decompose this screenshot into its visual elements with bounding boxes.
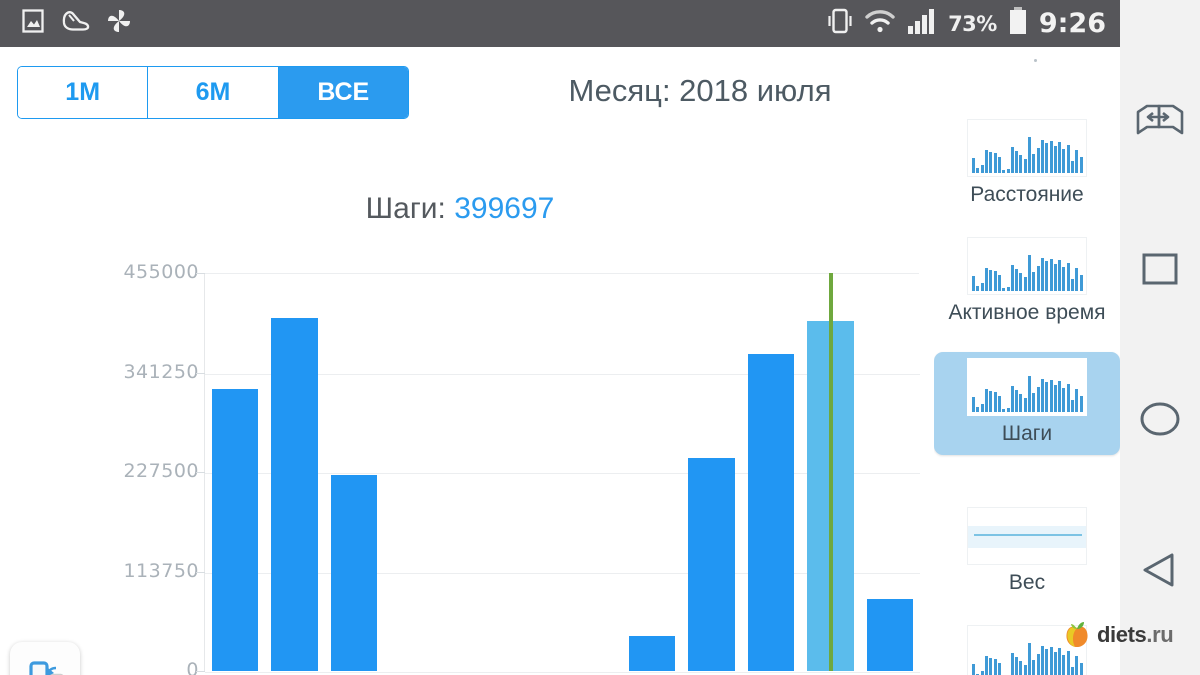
steps-summary: Шаги: 399697 xyxy=(180,192,740,226)
status-bar-filler xyxy=(1120,0,1200,47)
app-content: 1M 6M ВСЕ Месяц: 2018 июля Шаги: 399697 … xyxy=(0,47,1120,675)
rail-item-steps[interactable]: Шаги xyxy=(934,352,1120,455)
watermark-suffix: .ru xyxy=(1146,622,1174,647)
wifi-icon xyxy=(864,8,896,39)
rotate-screen-icon xyxy=(29,661,64,675)
rail-item-distance[interactable]: Расстояние xyxy=(934,119,1120,208)
steps-value: 399697 xyxy=(454,192,555,225)
range-option-1m[interactable]: 1M xyxy=(18,67,149,118)
chart-x-tick-label: МАЯ xyxy=(669,673,755,675)
chart-gridline xyxy=(205,473,920,474)
chart-x-tick-label: ФЕВР xyxy=(490,673,576,675)
chart-y-tick-label: 113750 xyxy=(123,559,199,582)
chart-y-tick-mark xyxy=(196,273,205,274)
chart-bar[interactable] xyxy=(747,354,795,671)
range-option-6m[interactable]: 6M xyxy=(148,67,279,118)
chart-x-tick-label: МАРТА xyxy=(549,673,635,675)
chart-bar[interactable] xyxy=(211,389,259,671)
square-icon xyxy=(1142,253,1178,285)
chart-bar[interactable] xyxy=(866,599,914,671)
line-sparkline-icon xyxy=(967,507,1087,565)
rail-item-label: Вес xyxy=(1008,571,1046,594)
chart-gridline xyxy=(205,672,920,673)
chart-bar[interactable] xyxy=(628,636,676,671)
home-button[interactable] xyxy=(1120,345,1200,495)
battery-icon xyxy=(1008,6,1028,41)
rail-item-label: Расстояние xyxy=(970,183,1084,206)
chart-bars xyxy=(205,273,919,671)
chart-x-tick-label: АПР. xyxy=(609,673,695,675)
chart-y-tick-mark xyxy=(196,571,205,573)
range-option-all[interactable]: ВСЕ xyxy=(278,67,408,118)
chart-x-axis: СЕНТ.ОКТ.НОЯБ.ДЕК.ЯНВ.ФЕВРМАРТААПР.МАЯИЮ… xyxy=(205,673,919,675)
battery-percent-label: 73% xyxy=(948,11,997,36)
bar-sparkline-icon xyxy=(967,237,1087,295)
chart-x-tick-label: ЯНВ. xyxy=(430,673,516,675)
watermark: diets.ru xyxy=(1062,620,1174,650)
chart-x-tick-label: ДЕК. xyxy=(371,673,457,675)
screen-switch-icon xyxy=(1136,104,1184,135)
range-selector: 1M 6M ВСЕ xyxy=(17,66,409,119)
signal-bars-icon xyxy=(907,7,937,40)
watermark-name: diets xyxy=(1097,622,1147,647)
status-bar-right-icons: 73% 9:26 xyxy=(827,6,1120,41)
shoe-icon xyxy=(62,8,90,39)
metric-rail: Расстояние Активное время Шаги Вес xyxy=(934,47,1120,675)
chart-y-tick-label: 455000 xyxy=(123,261,199,283)
clock-label: 9:26 xyxy=(1038,8,1106,39)
chart-y-tick-label: 227500 xyxy=(123,460,199,482)
steps-bar-chart[interactable]: СЕНТ.ОКТ.НОЯБ.ДЕК.ЯНВ.ФЕВРМАРТААПР.МАЯИЮ… xyxy=(118,257,928,675)
month-title: Месяц: 2018 июля xyxy=(568,73,832,108)
chart-x-tick-label: АВГ. xyxy=(847,673,933,675)
back-button[interactable] xyxy=(1120,495,1200,645)
rail-item-label: Шаги xyxy=(1001,422,1053,445)
circle-icon xyxy=(1140,402,1180,436)
chart-x-tick-label: ИЮНЯ xyxy=(728,673,814,675)
system-navigation-bar xyxy=(1120,47,1200,675)
chart-x-tick-label: НОЯБ. xyxy=(311,673,397,675)
chart-bar[interactable] xyxy=(688,458,735,671)
chart-selection-marker[interactable] xyxy=(828,273,833,671)
rail-item-label: Активное время xyxy=(948,301,1106,324)
rotate-screen-button[interactable] xyxy=(10,642,80,675)
chart-x-tick-label: ОКТ. xyxy=(251,673,337,675)
chart-bar[interactable] xyxy=(271,317,318,671)
rail-scroll-dot xyxy=(1034,59,1037,62)
bar-sparkline-icon xyxy=(967,119,1087,177)
rail-selection-pointer xyxy=(1118,386,1120,421)
pinwheel-icon xyxy=(106,8,132,39)
chart-x-tick-label: ИЮЛЯ xyxy=(788,673,874,675)
status-bar-left-icons xyxy=(0,8,132,39)
chart-gridline xyxy=(205,373,920,375)
chart-y-tick-label: 341250 xyxy=(123,360,199,383)
gallery-icon xyxy=(20,8,46,39)
watermark-text: diets.ru xyxy=(1097,622,1174,648)
rail-item-active-time[interactable]: Активное время xyxy=(934,237,1120,326)
triangle-back-icon xyxy=(1143,553,1174,587)
bar-sparkline-icon xyxy=(967,358,1087,416)
chart-y-tick-mark xyxy=(196,671,205,672)
chart-y-tick-mark xyxy=(196,472,205,473)
apple-logo-icon xyxy=(1066,622,1088,647)
chart-gridline xyxy=(205,572,920,574)
status-bar: 73% 9:26 xyxy=(0,0,1120,47)
steps-label: Шаги: xyxy=(365,192,446,225)
chart-x-tick-label: СЕНТ. xyxy=(192,673,278,675)
chart-y-tick-mark xyxy=(196,372,205,374)
rail-item-weight[interactable]: Вес xyxy=(934,507,1120,596)
chart-bar[interactable] xyxy=(330,475,378,671)
vibrate-icon xyxy=(827,6,853,41)
chart-y-tick-label: 0 xyxy=(186,659,199,675)
screen-switch-button[interactable] xyxy=(1120,47,1200,195)
recents-button[interactable] xyxy=(1120,195,1200,345)
